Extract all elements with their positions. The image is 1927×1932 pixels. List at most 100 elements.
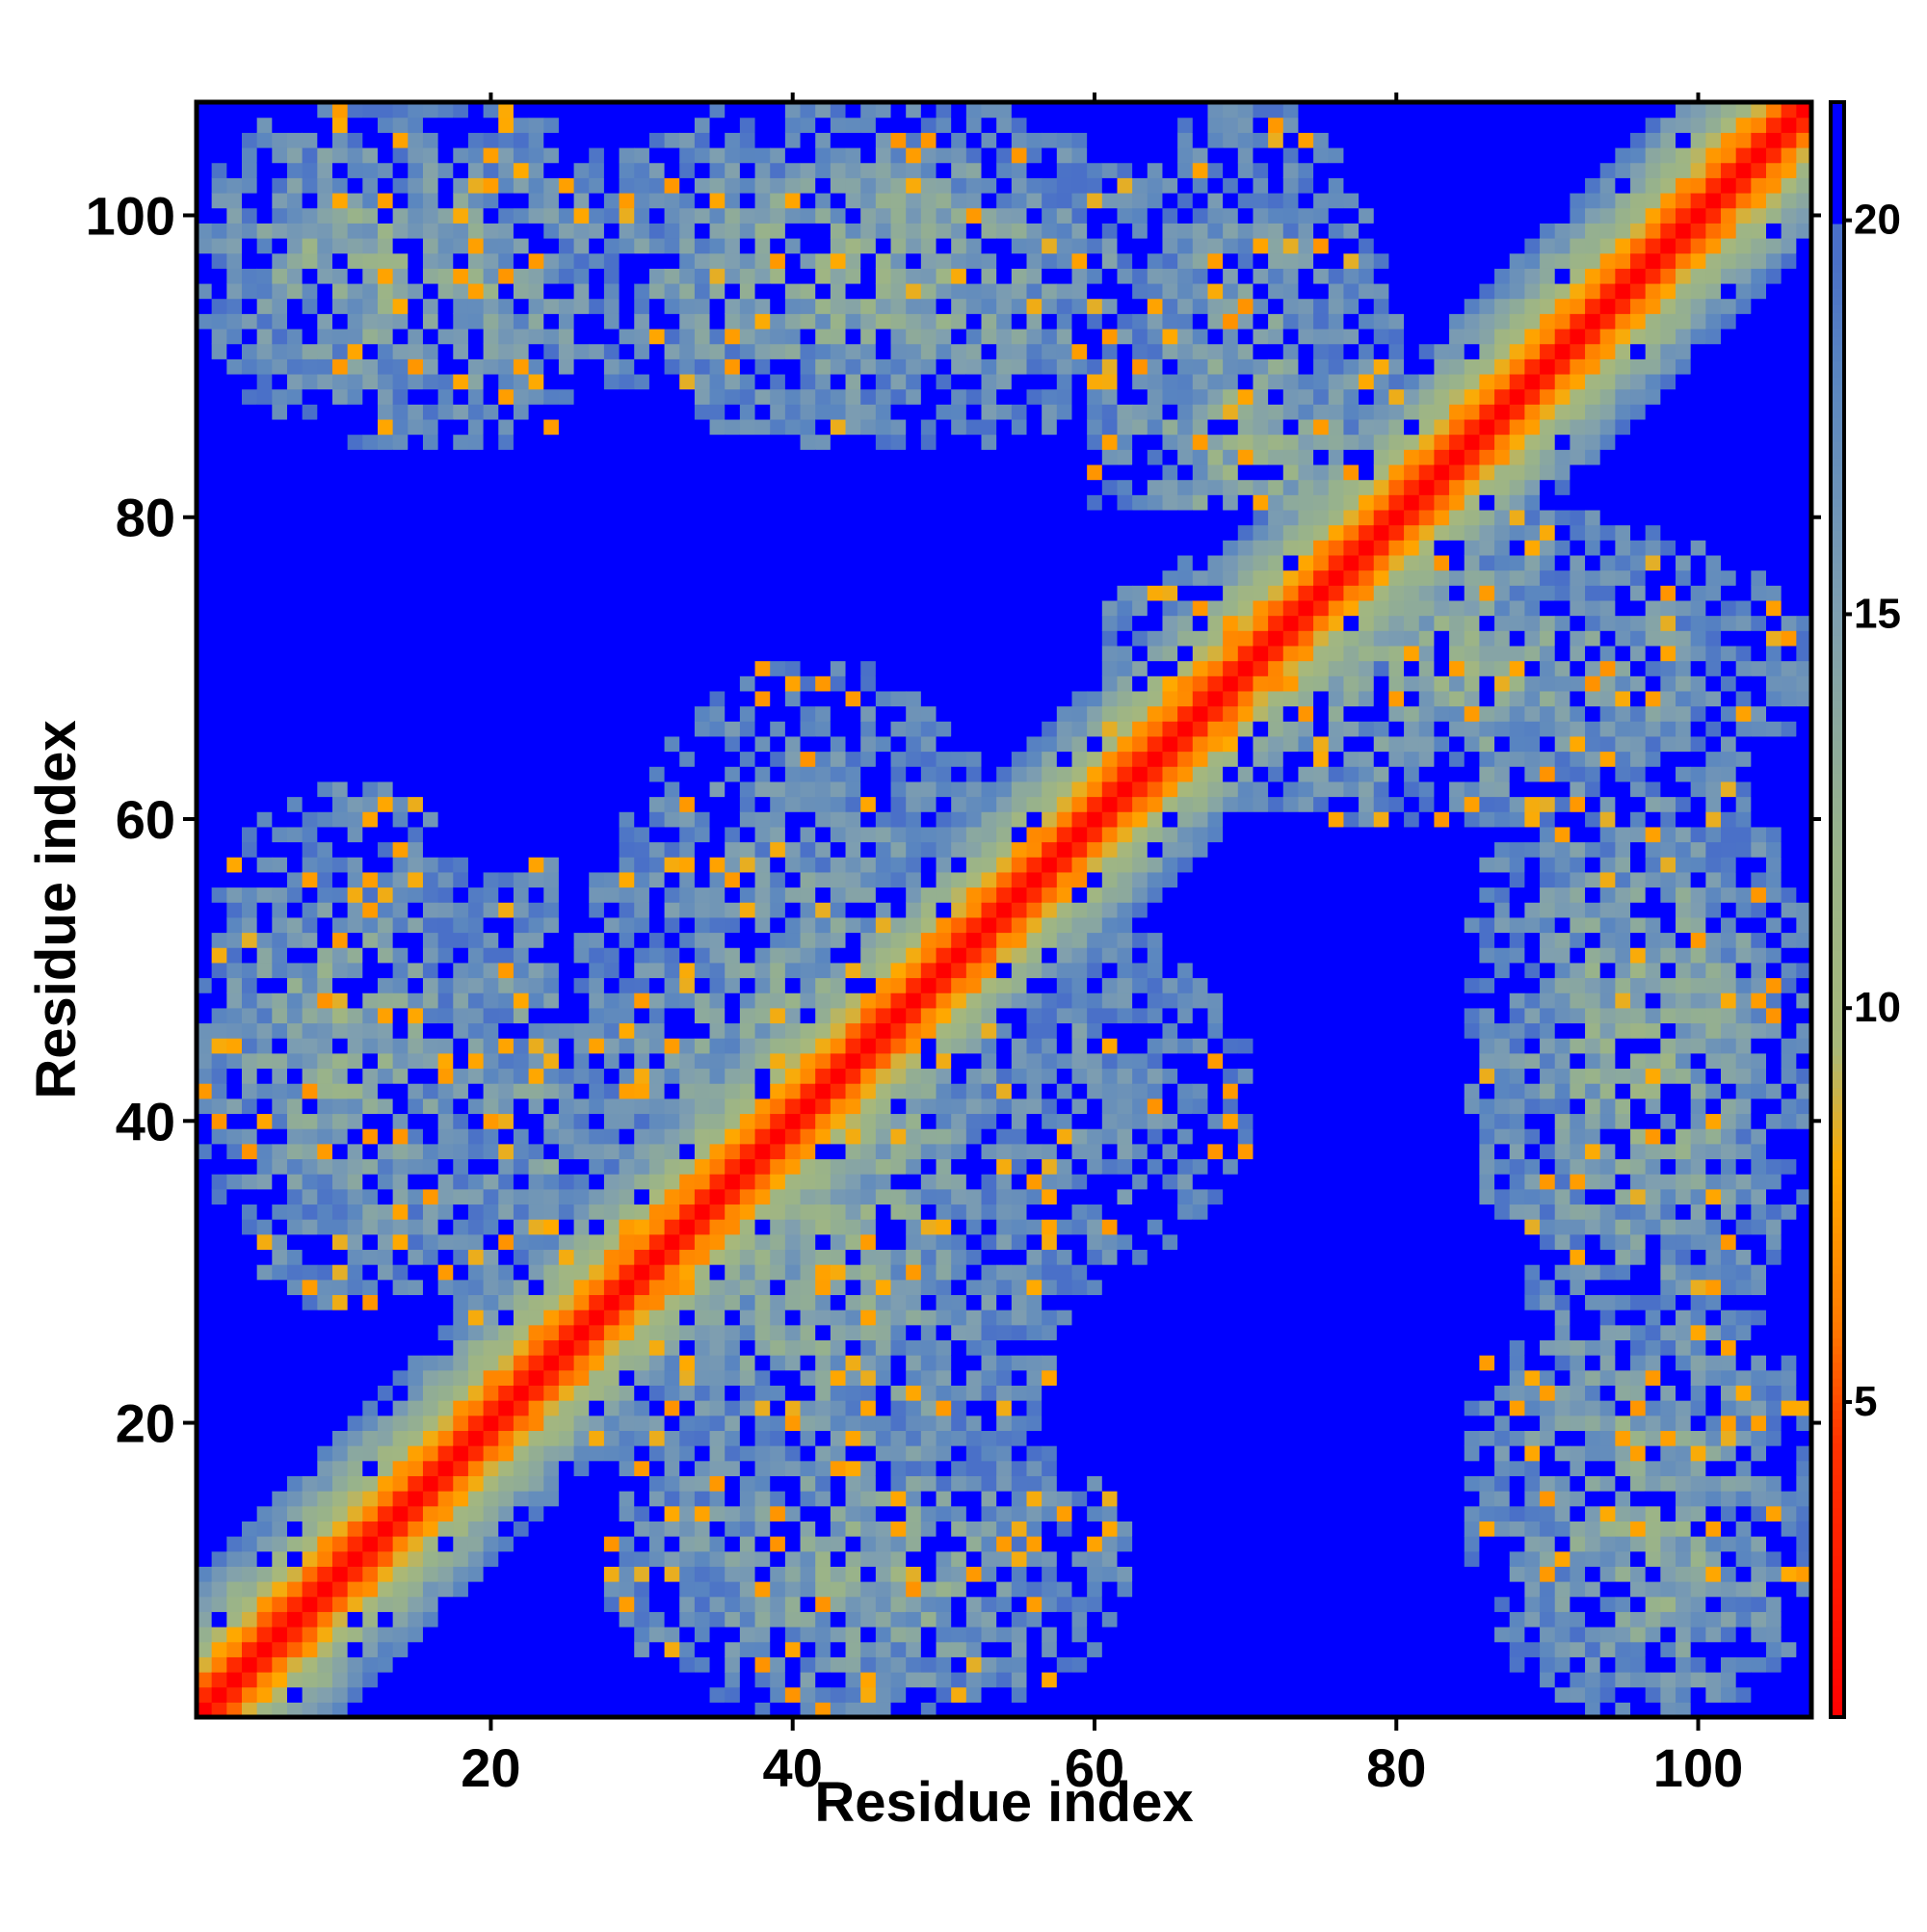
heatmap-cell bbox=[648, 887, 666, 903]
heatmap-cell bbox=[694, 615, 711, 631]
heatmap-cell bbox=[528, 117, 544, 133]
heatmap-cell bbox=[422, 1249, 439, 1265]
heatmap-cell bbox=[197, 1550, 213, 1567]
heatmap-cell bbox=[890, 615, 907, 631]
heatmap-cell bbox=[800, 841, 816, 858]
heatmap-cell bbox=[619, 1007, 635, 1024]
heatmap-cell bbox=[754, 826, 771, 843]
heatmap-cell bbox=[241, 1188, 258, 1205]
heatmap-cell bbox=[890, 1068, 907, 1084]
heatmap-cell bbox=[543, 404, 560, 420]
heatmap-cell bbox=[875, 1294, 892, 1310]
heatmap-cell bbox=[241, 524, 258, 541]
heatmap-cell bbox=[272, 1702, 288, 1718]
heatmap-cell bbox=[754, 585, 771, 601]
heatmap-cell bbox=[256, 857, 273, 873]
heatmap-cell bbox=[302, 1068, 318, 1084]
heatmap-cell bbox=[256, 1279, 273, 1296]
heatmap-cell bbox=[498, 1355, 515, 1371]
heatmap-cell bbox=[286, 1233, 304, 1251]
heatmap-cell bbox=[331, 494, 349, 511]
heatmap-cell bbox=[272, 1294, 288, 1310]
heatmap-cell bbox=[241, 690, 258, 707]
heatmap-cell bbox=[860, 1415, 877, 1431]
heatmap-cell bbox=[603, 1279, 620, 1296]
heatmap-cell bbox=[437, 1143, 454, 1160]
heatmap-cell bbox=[784, 207, 802, 224]
heatmap-cell bbox=[241, 117, 258, 133]
heatmap-cell bbox=[679, 1596, 696, 1612]
heatmap-cell bbox=[362, 1521, 379, 1537]
heatmap-cell bbox=[739, 117, 756, 133]
heatmap-cell bbox=[197, 1249, 213, 1265]
heatmap-cell bbox=[845, 207, 861, 224]
heatmap-cell bbox=[664, 1038, 680, 1054]
heatmap-cell bbox=[558, 1219, 575, 1235]
heatmap-cell bbox=[241, 599, 258, 617]
heatmap-cell bbox=[256, 177, 273, 194]
heatmap-cell bbox=[498, 418, 515, 436]
heatmap-cell bbox=[437, 192, 454, 209]
heatmap-cell bbox=[528, 1627, 544, 1643]
heatmap-cell bbox=[725, 1686, 741, 1703]
heatmap-cell bbox=[739, 1068, 756, 1084]
heatmap-cell bbox=[453, 102, 469, 119]
heatmap-cell bbox=[558, 223, 575, 239]
heatmap-cell bbox=[422, 781, 439, 798]
heatmap-cell bbox=[754, 1310, 771, 1326]
heatmap-cell bbox=[211, 373, 227, 390]
heatmap-cell bbox=[830, 192, 847, 209]
heatmap-cell bbox=[272, 1460, 288, 1476]
heatmap-cell bbox=[317, 1656, 333, 1673]
heatmap-cell bbox=[725, 887, 741, 903]
heatmap-cell bbox=[664, 524, 680, 541]
heatmap-cell bbox=[377, 585, 394, 601]
heatmap-cell bbox=[754, 434, 771, 450]
heatmap-cell bbox=[589, 1249, 605, 1265]
heatmap-cell bbox=[800, 177, 816, 194]
heatmap-cell bbox=[770, 388, 786, 405]
heatmap-cell bbox=[725, 977, 741, 993]
heatmap-cell bbox=[241, 223, 258, 239]
heatmap-cell bbox=[286, 463, 304, 481]
heatmap-cell bbox=[377, 298, 394, 314]
heatmap-cell bbox=[754, 916, 771, 934]
heatmap-cell bbox=[513, 962, 530, 979]
heatmap-cell bbox=[422, 1430, 439, 1446]
heatmap-cell bbox=[392, 1174, 409, 1190]
heatmap-cell bbox=[845, 660, 861, 676]
heatmap-cell bbox=[770, 645, 786, 662]
heatmap-cell bbox=[272, 1596, 288, 1612]
heatmap-cell bbox=[830, 554, 847, 571]
heatmap-cell bbox=[739, 1491, 756, 1507]
heatmap-cell bbox=[422, 418, 439, 436]
heatmap-cell bbox=[467, 569, 485, 586]
heatmap-cell bbox=[830, 1521, 847, 1537]
heatmap-cell bbox=[679, 781, 696, 798]
heatmap-cell bbox=[573, 554, 590, 571]
heatmap-cell bbox=[558, 146, 575, 164]
heatmap-cell bbox=[634, 237, 650, 254]
heatmap-cell bbox=[845, 1656, 861, 1673]
heatmap-cell bbox=[725, 1022, 741, 1039]
heatmap-cell bbox=[317, 1581, 333, 1598]
heatmap-cell bbox=[528, 1068, 544, 1084]
heatmap-cell bbox=[709, 1113, 726, 1129]
heatmap-cell bbox=[860, 162, 877, 178]
heatmap-cell bbox=[408, 404, 424, 420]
heatmap-cell bbox=[543, 540, 560, 556]
heatmap-cell bbox=[498, 328, 515, 345]
heatmap-cell bbox=[377, 282, 394, 300]
heatmap-cell bbox=[362, 1098, 379, 1115]
heatmap-cell bbox=[784, 1430, 802, 1446]
heatmap-cell bbox=[784, 1596, 802, 1612]
heatmap-cell bbox=[573, 479, 590, 495]
heatmap-cell bbox=[860, 630, 877, 647]
heatmap-cell bbox=[467, 705, 485, 722]
heatmap-cell bbox=[860, 1294, 877, 1310]
heatmap-cell bbox=[770, 1249, 786, 1265]
heatmap-cell bbox=[543, 177, 560, 194]
heatmap-cell bbox=[875, 1098, 892, 1115]
heatmap-cell bbox=[317, 826, 333, 843]
heatmap-cell bbox=[543, 630, 560, 647]
